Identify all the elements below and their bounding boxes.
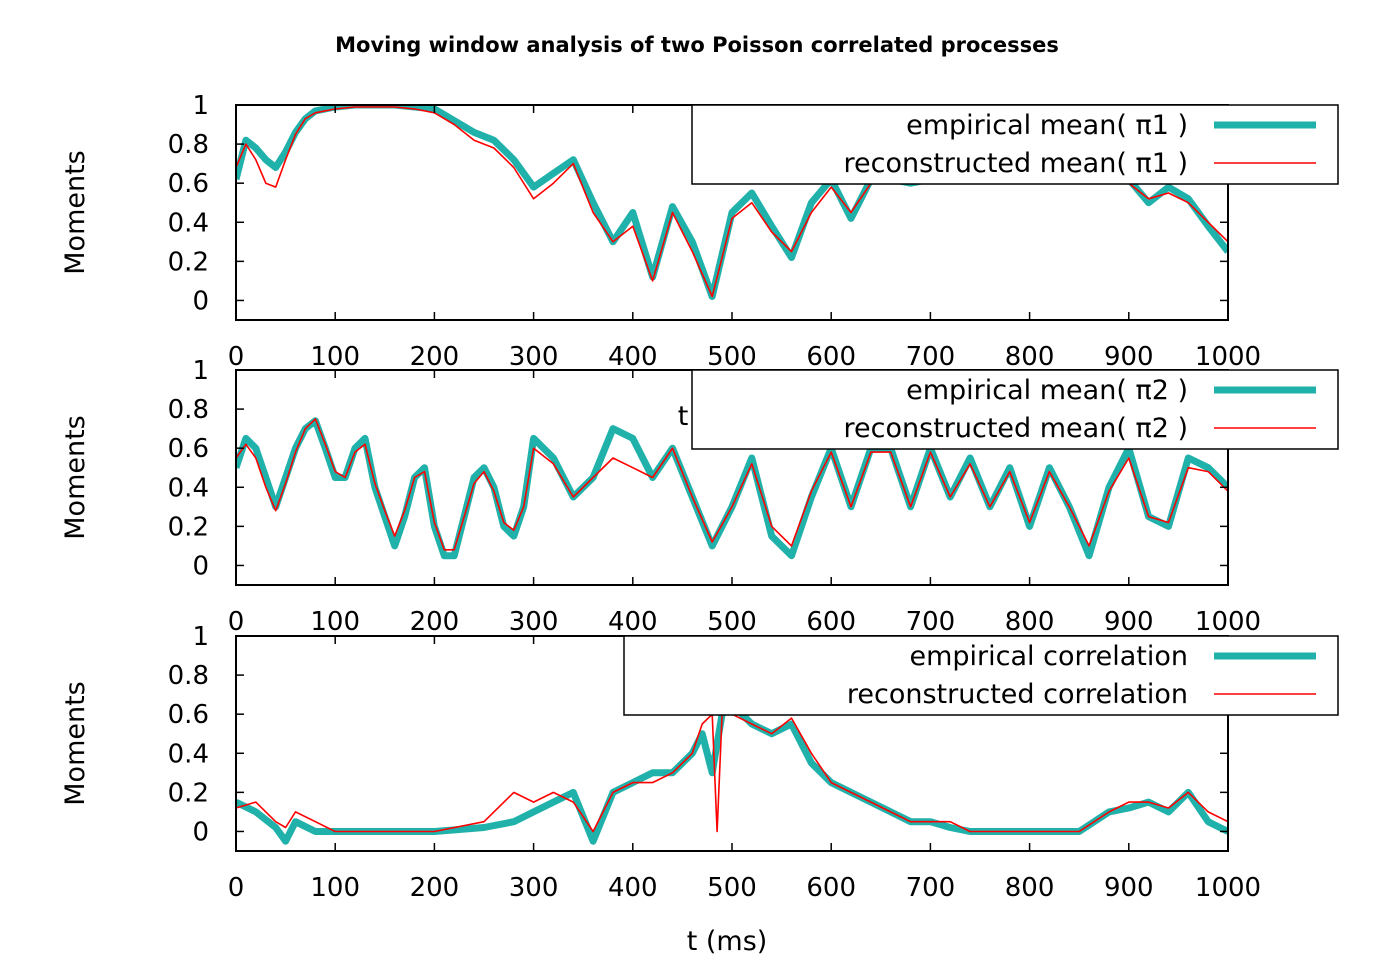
series-line-reconstructed (236, 713, 1228, 833)
x-tick-label: 800 (1005, 342, 1055, 372)
legend: empirical mean( π1 ) reconstructed mean( … (691, 104, 1339, 185)
x-tick-label: 900 (1104, 342, 1154, 372)
x-tick-label: 200 (410, 873, 460, 903)
x-tick-label: 400 (608, 873, 658, 903)
x-tick-label: 800 (1005, 873, 1055, 903)
legend: empirical mean( π2 ) reconstructed mean( … (691, 369, 1339, 450)
y-axis-label: Moments (60, 415, 91, 540)
x-tick-label: 600 (806, 342, 856, 372)
x-tick-label: 500 (707, 607, 757, 637)
x-tick-label: 300 (509, 607, 559, 637)
x-tick-label: 0 (228, 607, 245, 637)
y-tick-label: 1 (192, 356, 209, 386)
x-tick-label: 200 (410, 607, 460, 637)
x-tick-label: 300 (509, 873, 559, 903)
x-tick-label: 700 (906, 342, 956, 372)
y-tick-label: 0.4 (168, 739, 209, 769)
legend-box (623, 635, 1339, 716)
x-tick-label: 400 (608, 607, 658, 637)
y-tick-label: 1 (192, 622, 209, 652)
y-tick-label: 0 (192, 817, 209, 847)
y-tick-label: 0.2 (168, 247, 209, 277)
x-tick-label: 100 (310, 342, 360, 372)
y-axis-label: Moments (60, 681, 91, 806)
x-tick-label: 800 (1005, 607, 1055, 637)
x-tick-label: 200 (410, 342, 460, 372)
y-tick-label: 0 (192, 551, 209, 581)
x-tick-label: 1000 (1195, 342, 1261, 372)
x-tick-label: 100 (310, 873, 360, 903)
y-tick-label: 0.8 (168, 130, 209, 160)
x-tick-label: 900 (1104, 873, 1154, 903)
y-tick-label: 0.6 (168, 700, 209, 730)
x-tick-label: 900 (1104, 607, 1154, 637)
panels: 0 100 200 300 400 500 600 700 800 900 100000.20.40… (60, 91, 1339, 903)
chart-panel-2: 0 100 200 300 400 500 600 700 800 900 1000 0 0.2 0.4 0… (60, 356, 1339, 637)
x-tick-label: 0 (228, 342, 245, 372)
y-tick-label: 0.6 (168, 169, 209, 199)
legend-label: empirical correlation (909, 641, 1188, 672)
y-tick-label: 0.4 (168, 208, 209, 238)
x-tick-label: 500 (707, 873, 757, 903)
x-tick-label: 0 (228, 873, 245, 903)
y-axis-label: Moments (60, 150, 91, 275)
x-tick-label: 600 (806, 607, 856, 637)
legend-label: reconstructed correlation (847, 679, 1188, 710)
y-tick-label: 0.2 (168, 778, 209, 808)
series-line-reconstructed (236, 418, 1228, 551)
x-tick-label: 700 (906, 873, 956, 903)
y-tick-label: 0.2 (168, 512, 209, 542)
legend-label: empirical mean( π2 ) (906, 375, 1188, 406)
y-tick-label: 1 (192, 91, 209, 121)
stray-axis-text: t (678, 401, 689, 432)
series-line-empirical (236, 700, 1228, 845)
x-tick-label: 600 (806, 873, 856, 903)
y-tick-label: 0.8 (168, 395, 209, 425)
legend-box (691, 369, 1339, 450)
chart-panel-1: 0 100 200 300 400 500 600 700 800 900 1000 0 0.2 0.4 0… (60, 91, 1339, 372)
x-tick-label: 400 (608, 342, 658, 372)
legend: empirical correlation reconstructed corre… (623, 635, 1339, 716)
x-tick-label: 500 (707, 342, 757, 372)
y-tick-label: 0.4 (168, 473, 209, 503)
legend-box (691, 104, 1339, 185)
x-tick-label: 300 (509, 342, 559, 372)
x-tick-label: 1000 (1195, 607, 1261, 637)
y-tick-label: 0 (192, 286, 209, 316)
x-tick-label: 700 (906, 607, 956, 637)
y-tick-label: 0.6 (168, 434, 209, 464)
figure-title: Moving window analysis of two Poisson co… (335, 33, 1059, 57)
chart-panel-3: 0 100 200 300 400 500 600 700 800 900 1000 0 0.2 0.4 0… (60, 622, 1339, 903)
y-tick-label: 0.8 (168, 661, 209, 691)
x-axis-label: t (ms) (687, 926, 768, 957)
x-tick-label: 1000 (1195, 873, 1261, 903)
legend-label: reconstructed mean( π2 ) (844, 413, 1188, 444)
x-tick-label: 100 (310, 607, 360, 637)
legend-label: reconstructed mean( π1 ) (844, 148, 1188, 179)
legend-label: empirical mean( π1 ) (906, 110, 1188, 141)
